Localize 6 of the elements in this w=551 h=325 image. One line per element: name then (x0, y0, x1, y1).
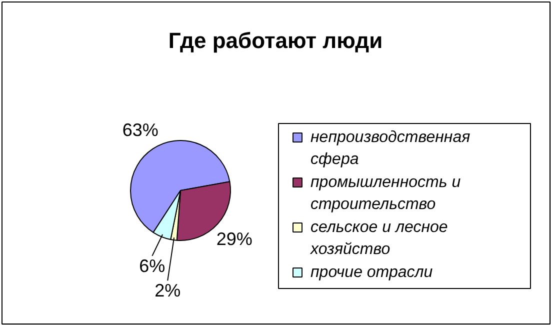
data-label: 29% (216, 229, 252, 250)
legend-label: прочие отрасли (310, 264, 433, 281)
data-label: 2% (154, 280, 181, 301)
data-label: 63% (122, 120, 158, 140)
chart-title: Где работают люди (168, 28, 383, 53)
data-label: 6% (139, 256, 166, 276)
